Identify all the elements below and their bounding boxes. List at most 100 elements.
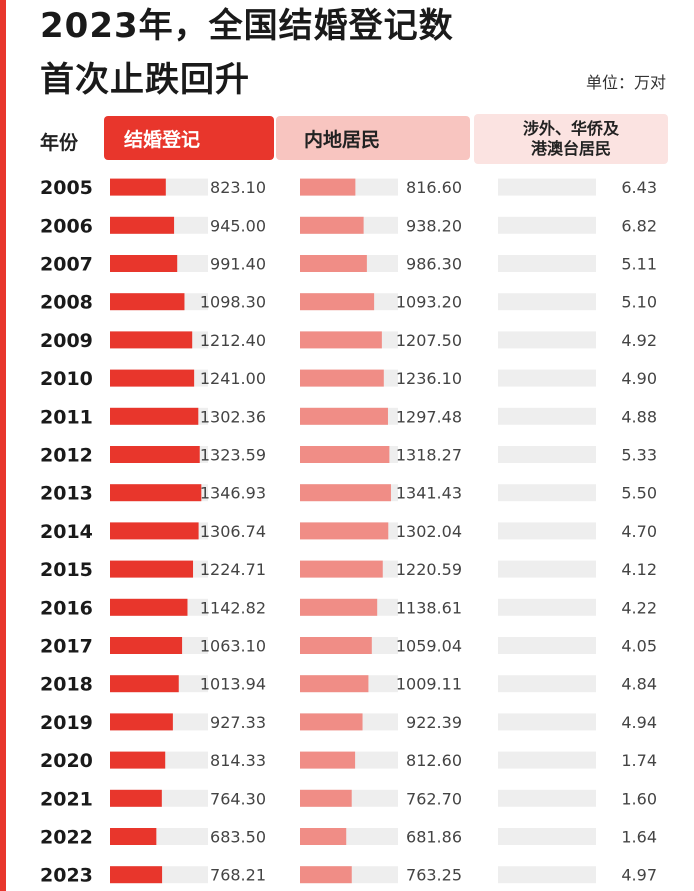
mainland-bar xyxy=(300,789,352,807)
mainland-column-header: 内地居民 xyxy=(276,116,470,160)
foreign-bar-track xyxy=(498,484,596,502)
total-bar xyxy=(110,828,157,845)
total-bar xyxy=(110,484,202,502)
accent-rule xyxy=(0,0,6,891)
foreign-value-label: 4.94 xyxy=(621,713,657,732)
total-bar xyxy=(110,789,162,807)
total-value-label: 991.40 xyxy=(210,255,266,274)
total-value-label: 1346.93 xyxy=(200,484,266,503)
foreign-value-label: 4.92 xyxy=(621,331,657,350)
mainland-bar xyxy=(300,369,384,387)
mainland-bar xyxy=(300,293,375,311)
foreign-value-label: 4.70 xyxy=(621,522,657,541)
total-bar xyxy=(110,751,166,769)
mainland-value-label: 1341.43 xyxy=(396,484,462,503)
total-value-label: 768.21 xyxy=(210,866,266,885)
year-label: 2012 xyxy=(40,445,93,467)
foreign-bar-track xyxy=(498,369,596,387)
foreign-column-header: 涉外、华侨及 港澳台居民 xyxy=(474,114,668,164)
mainland-bar xyxy=(300,331,382,349)
total-bar xyxy=(110,522,199,540)
year-label: 2014 xyxy=(40,521,93,543)
mainland-value-label: 938.20 xyxy=(406,216,462,235)
foreign-value-label: 4.05 xyxy=(621,637,657,656)
total-value-label: 1224.71 xyxy=(200,560,266,579)
foreign-bar-track xyxy=(498,293,596,311)
total-column-label: 结婚登记 xyxy=(124,128,201,151)
foreign-bar-track xyxy=(498,560,596,578)
year-label: 2018 xyxy=(40,674,93,696)
year-label: 2015 xyxy=(40,559,93,581)
mainland-bar xyxy=(300,675,369,693)
total-bar xyxy=(110,331,193,349)
foreign-value-label: 4.88 xyxy=(621,407,657,426)
mainland-bar xyxy=(300,522,389,540)
foreign-bar-track xyxy=(498,522,596,540)
total-bar xyxy=(110,255,178,272)
mainland-value-label: 1093.20 xyxy=(396,293,462,312)
foreign-column-label-line1: 涉外、华侨及 xyxy=(522,119,619,138)
total-bar xyxy=(110,675,179,693)
mainland-value-label: 1207.50 xyxy=(396,331,462,350)
mainland-column-label: 内地居民 xyxy=(304,128,381,151)
year-label: 2013 xyxy=(40,483,93,505)
mainland-bar xyxy=(300,484,391,502)
mainland-bar xyxy=(300,560,383,578)
foreign-bar-track xyxy=(498,828,596,845)
mainland-value-label: 1297.48 xyxy=(396,407,462,426)
foreign-value-label: 1.60 xyxy=(621,789,657,808)
foreign-value-label: 6.82 xyxy=(621,216,657,235)
mainland-value-label: 812.60 xyxy=(406,751,462,770)
mainland-value-label: 816.60 xyxy=(406,178,462,197)
total-value-label: 927.33 xyxy=(210,713,266,732)
total-bar xyxy=(110,407,199,425)
mainland-bar xyxy=(300,866,352,884)
mainland-value-label: 1220.59 xyxy=(396,560,462,579)
total-bar xyxy=(110,293,185,311)
mainland-bar xyxy=(300,598,378,616)
total-value-label: 1302.36 xyxy=(200,407,266,426)
foreign-bar-track xyxy=(498,178,596,196)
mainland-bar xyxy=(300,713,363,731)
mainland-value-label: 1302.04 xyxy=(396,522,462,541)
total-bar xyxy=(110,216,175,234)
total-value-label: 1241.00 xyxy=(200,369,266,388)
mainland-value-label: 922.39 xyxy=(406,713,462,732)
unit-note: 单位：万对 xyxy=(585,73,666,92)
total-bar xyxy=(110,598,188,616)
total-bar xyxy=(110,369,195,387)
mainland-bar xyxy=(300,178,356,196)
foreign-value-label: 5.33 xyxy=(621,446,657,465)
total-value-label: 1306.74 xyxy=(200,522,266,541)
total-value-label: 945.00 xyxy=(210,216,266,235)
total-value-label: 1323.59 xyxy=(200,446,266,465)
year-label: 2006 xyxy=(40,215,93,237)
mainland-value-label: 763.25 xyxy=(406,866,462,885)
total-value-label: 1013.94 xyxy=(200,675,266,694)
mainland-bar xyxy=(300,751,356,769)
foreign-bar-track xyxy=(498,331,596,349)
foreign-bar-track xyxy=(498,675,596,693)
total-value-label: 683.50 xyxy=(210,828,266,847)
foreign-bar-track xyxy=(498,216,596,234)
mainland-bar xyxy=(300,407,388,425)
foreign-bar-track xyxy=(498,598,596,616)
foreign-bar-track xyxy=(498,407,596,425)
foreign-value-label: 4.97 xyxy=(621,866,657,885)
foreign-value-label: 4.22 xyxy=(621,598,657,617)
year-label: 2017 xyxy=(40,636,93,658)
mainland-value-label: 681.86 xyxy=(406,828,462,847)
foreign-value-label: 1.74 xyxy=(621,751,657,770)
total-value-label: 1212.40 xyxy=(200,331,266,350)
chart-title-line2: 首次止跌回升 xyxy=(40,60,250,100)
foreign-column-label-line2: 港澳台居民 xyxy=(530,139,611,158)
mainland-value-label: 1318.27 xyxy=(396,446,462,465)
total-bar xyxy=(110,637,183,654)
mainland-bar xyxy=(300,637,372,654)
foreign-value-label: 4.84 xyxy=(621,675,657,694)
year-label: 2016 xyxy=(40,597,93,619)
year-label: 2008 xyxy=(40,292,93,314)
foreign-bar-track xyxy=(498,789,596,807)
year-column-header: 年份 xyxy=(40,132,79,154)
total-bar xyxy=(110,560,194,578)
